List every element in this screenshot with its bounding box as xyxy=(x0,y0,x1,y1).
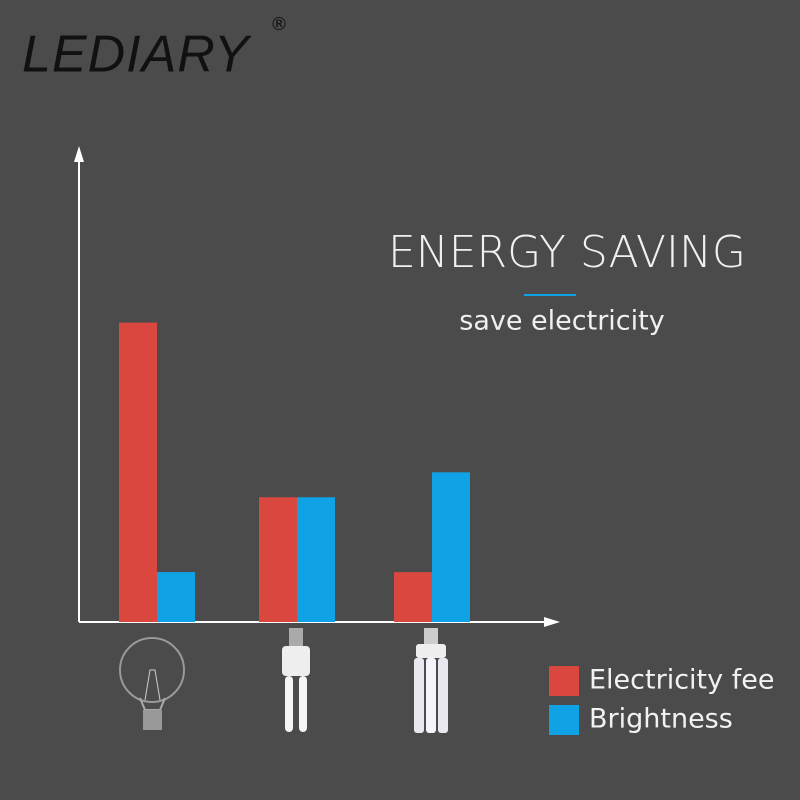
legend-label: Electricity fee xyxy=(589,665,774,696)
x-axis-arrow xyxy=(544,617,560,627)
chart-subtitle: save electricity xyxy=(459,306,664,337)
bar xyxy=(432,472,470,622)
y-axis-arrow xyxy=(74,146,84,162)
bulb-fan xyxy=(414,628,448,733)
bar xyxy=(157,572,195,622)
bulb-cfl xyxy=(282,628,310,732)
bar xyxy=(297,497,335,622)
registered-mark: ® xyxy=(270,14,288,35)
bar xyxy=(394,572,432,622)
bulb-incandescent xyxy=(119,637,185,730)
bar xyxy=(259,497,297,622)
chart-title: ENERGY SAVING xyxy=(388,227,746,278)
bar xyxy=(119,322,157,622)
legend-swatch xyxy=(549,666,579,696)
legend-swatch xyxy=(549,705,579,735)
legend-label: Brightness xyxy=(589,704,733,735)
brand-logo: LEDIARY xyxy=(22,26,252,84)
